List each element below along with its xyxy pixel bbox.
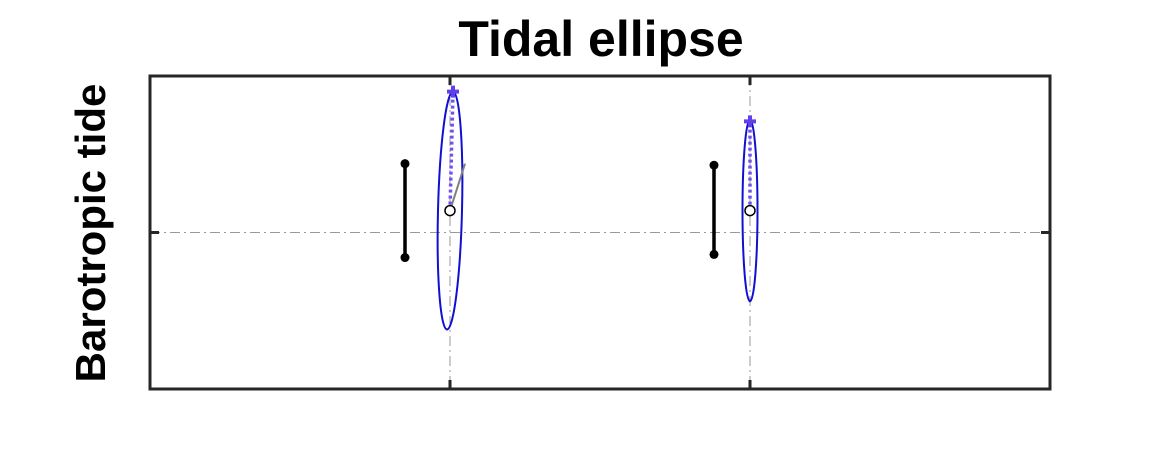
major-axis-line <box>448 91 455 211</box>
ellipse-center-circle <box>744 204 756 217</box>
scale-bar-end-dot <box>709 160 719 170</box>
scale-bar-end-dot <box>709 249 719 259</box>
chart-title: Tidal ellipse <box>458 11 743 67</box>
plot-area <box>148 74 1052 391</box>
current-vector <box>449 163 466 211</box>
ellipse-center-circle <box>444 204 456 217</box>
scale-bar-end-dot <box>400 253 410 263</box>
tip-plus-marker <box>744 115 756 128</box>
axes-frame <box>148 74 1052 391</box>
scale-bar-end-dot <box>400 159 410 169</box>
y-axis-label: Barotropic tide <box>67 84 114 383</box>
tip-plus-marker <box>447 85 459 98</box>
